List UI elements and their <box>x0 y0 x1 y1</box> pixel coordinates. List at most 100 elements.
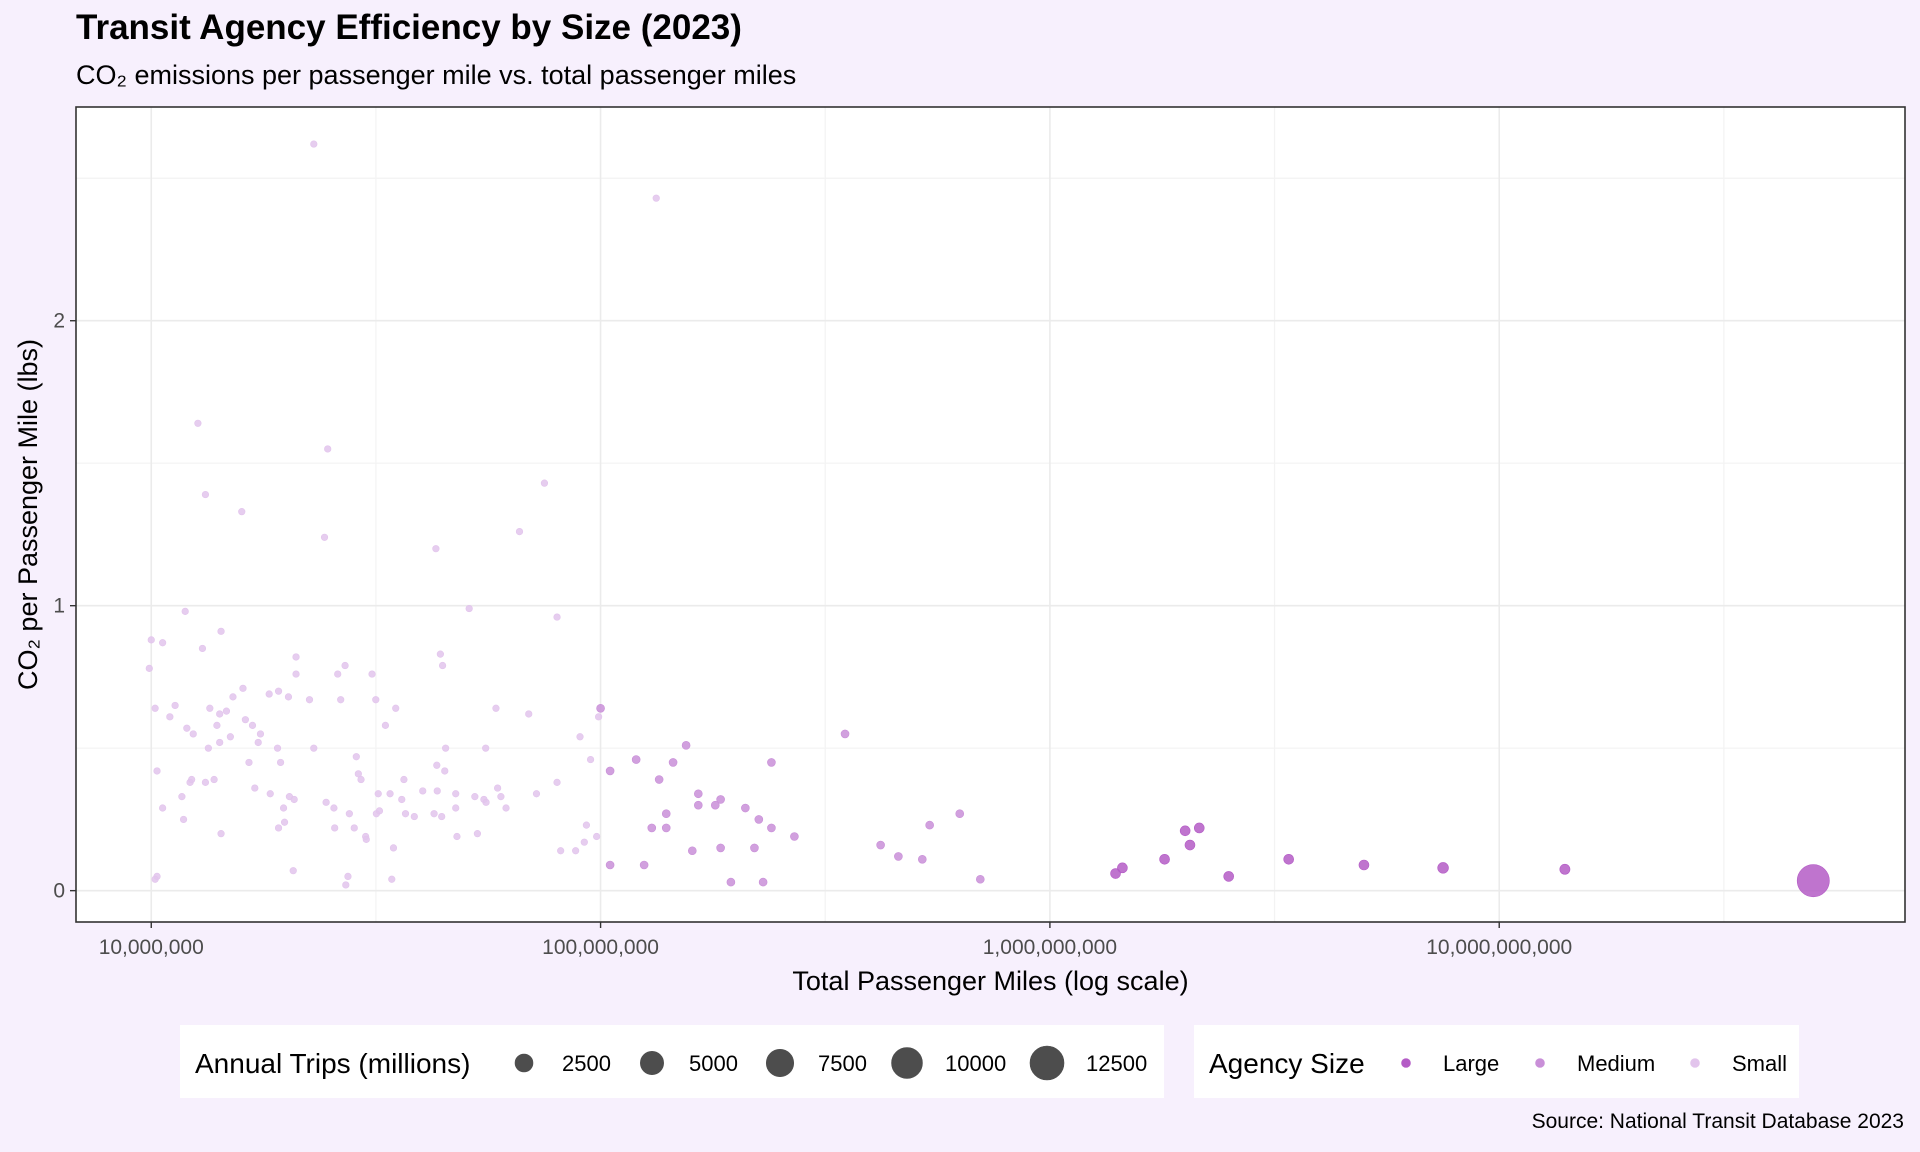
data-point-small <box>256 730 265 738</box>
panel-border <box>75 106 1906 923</box>
x-tick-label: 10,000,000 <box>99 936 204 959</box>
data-point-small <box>276 758 285 767</box>
data-point-small <box>471 793 479 801</box>
data-point-small <box>201 778 210 786</box>
size-legend-label: 2500 <box>562 1051 611 1076</box>
data-point-large <box>1159 854 1170 865</box>
data-point-small <box>430 810 438 818</box>
data-point-medium <box>605 860 615 870</box>
color-legend-label: Small <box>1732 1051 1787 1076</box>
data-point-small <box>438 661 447 670</box>
data-point-small <box>586 755 595 764</box>
x-tick-label: 10,000,000,000 <box>1426 936 1572 959</box>
data-point-small <box>284 693 293 701</box>
data-point-small <box>248 721 257 729</box>
data-point-small <box>582 821 591 829</box>
data-point-large <box>1437 862 1449 874</box>
data-point-medium <box>741 803 750 813</box>
data-point-small <box>245 758 253 767</box>
data-point-small <box>389 844 398 852</box>
data-point-small <box>652 194 660 202</box>
data-point-medium <box>668 758 678 767</box>
data-point-small <box>159 804 167 812</box>
data-point-medium <box>605 766 615 776</box>
data-point-small <box>324 445 332 453</box>
size-legend-key <box>891 1047 923 1079</box>
data-point-medium <box>716 843 725 853</box>
data-point-small <box>441 767 449 775</box>
data-point-small <box>292 670 300 678</box>
data-point-small <box>322 798 330 806</box>
data-point-large <box>1193 822 1205 834</box>
data-point-small <box>502 804 510 812</box>
size-legend-label: 5000 <box>689 1051 738 1076</box>
y-tick-label: 1 <box>53 595 65 618</box>
data-point-small <box>265 690 273 698</box>
x-tick-label: 1,000,000,000 <box>983 936 1117 959</box>
color-legend-key <box>1401 1058 1411 1068</box>
data-point-small <box>433 787 441 795</box>
data-point-small <box>410 812 418 821</box>
data-point-small <box>398 795 406 804</box>
data-point-small <box>204 744 212 752</box>
plot-panel <box>76 107 1905 922</box>
data-point-large <box>1117 862 1128 874</box>
size-legend-label: 7500 <box>818 1051 867 1076</box>
data-point-small <box>305 696 314 704</box>
data-point-small <box>442 744 450 752</box>
data-point-small <box>452 790 460 798</box>
data-point-small <box>166 713 174 721</box>
data-point-small <box>350 824 358 832</box>
data-point-small <box>540 479 549 487</box>
data-point-medium <box>710 800 720 810</box>
data-point-small <box>473 830 482 838</box>
data-point-small <box>194 419 202 427</box>
chart-subtitle: CO₂ emissions per passenger mile vs. tot… <box>76 60 797 90</box>
size-legend-key <box>640 1051 664 1075</box>
size-legend-key <box>765 1048 795 1078</box>
size-legend-box <box>180 1025 1164 1098</box>
data-point-small <box>334 670 342 678</box>
data-point-large <box>1796 864 1830 898</box>
data-point-small <box>352 753 360 761</box>
data-point-medium <box>767 758 776 767</box>
data-point-small <box>494 784 502 792</box>
data-point-small <box>482 744 490 752</box>
data-point-medium <box>687 846 697 856</box>
data-point-small <box>266 790 274 798</box>
color-legend-label: Large <box>1443 1051 1499 1076</box>
data-point-medium <box>661 823 671 833</box>
color-legend-label: Medium <box>1577 1051 1655 1076</box>
data-point-medium <box>917 855 927 864</box>
data-point-small <box>381 721 390 729</box>
data-point-medium <box>647 823 657 833</box>
data-point-small <box>557 847 565 855</box>
data-point-small <box>229 693 237 701</box>
data-point-small <box>241 716 249 724</box>
data-point-small <box>216 738 224 747</box>
data-point-medium <box>894 852 903 861</box>
data-point-small <box>525 710 533 718</box>
data-point-small <box>188 775 196 784</box>
data-point-small <box>344 872 352 881</box>
size-legend-key <box>514 1053 534 1073</box>
data-point-medium <box>876 840 885 850</box>
x-tick-label: 100,000,000 <box>542 936 659 959</box>
source-caption: Source: National Transit Database 2023 <box>1531 1110 1904 1133</box>
data-point-small <box>515 527 524 536</box>
data-point-small <box>400 775 408 784</box>
data-point-small <box>201 490 210 499</box>
data-point-large <box>1358 859 1370 871</box>
data-point-small <box>452 804 460 812</box>
data-point-small <box>198 644 207 653</box>
data-point-medium <box>596 703 605 713</box>
y-axis-title: CO₂ per Passenger Mile (lbs) <box>13 339 43 690</box>
data-point-small <box>183 724 191 732</box>
data-point-small <box>330 804 338 812</box>
data-point-small <box>310 744 318 752</box>
data-point-medium <box>790 832 799 841</box>
data-point-small <box>181 607 189 615</box>
data-point-small <box>386 790 394 798</box>
data-point-small <box>289 867 297 875</box>
